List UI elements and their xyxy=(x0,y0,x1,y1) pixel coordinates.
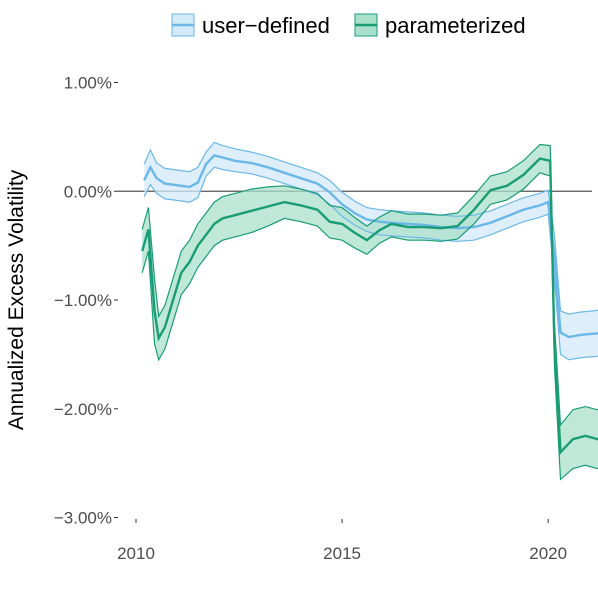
series-line-0 xyxy=(143,154,598,339)
band-1 xyxy=(142,144,598,480)
y-tick-label: −3.00% xyxy=(54,509,112,528)
band-upper-edge-1 xyxy=(141,143,598,427)
band-lower-edge-0 xyxy=(143,166,598,361)
y-tick-label: −1.00% xyxy=(54,291,112,310)
series-lines xyxy=(141,141,598,481)
series-line-1 xyxy=(141,157,598,456)
x-tick-label: 2015 xyxy=(323,544,361,563)
legend: user−defined parameterized xyxy=(171,13,526,38)
y-tick-label: 0.00% xyxy=(64,182,112,201)
x-tick-label: 2010 xyxy=(117,544,155,563)
band-upper-edge-0 xyxy=(143,141,598,315)
y-axis: 1.00% 0.00% −1.00% −2.00% −3.00% xyxy=(54,74,118,528)
y-tick-label: −2.00% xyxy=(54,400,112,419)
band-lower-edge-1 xyxy=(141,172,598,481)
y-axis-title: Annualized Excess Volatility xyxy=(5,169,28,430)
y-tick-label: 1.00% xyxy=(64,74,112,93)
legend-label: user−defined xyxy=(202,13,330,38)
legend-label: parameterized xyxy=(385,13,526,38)
x-tick-label: 2020 xyxy=(529,544,567,563)
x-axis: 2010 2015 2020 xyxy=(117,519,567,563)
confidence-bands xyxy=(142,142,598,480)
